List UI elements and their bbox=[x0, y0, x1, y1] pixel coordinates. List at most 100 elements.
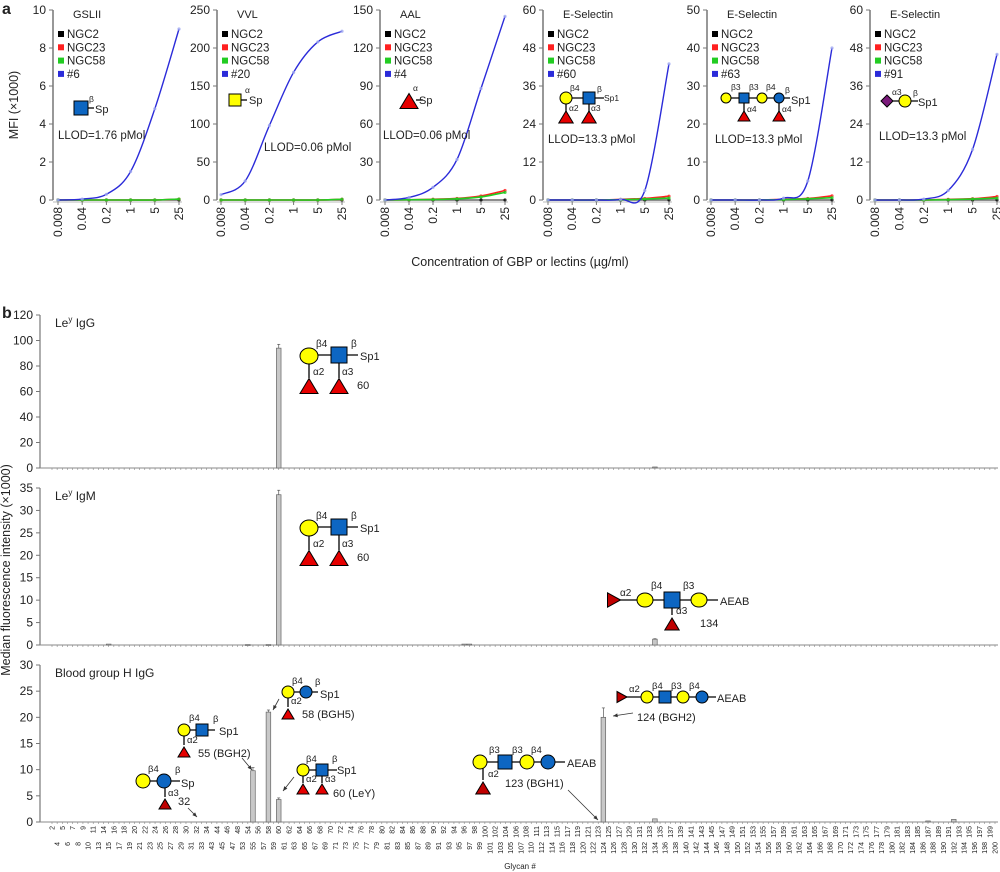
line-chart-5: 0 10 20 30 40 50 0.008 0.04 0.2 1 5 25 E-Selectin NGC… bbox=[687, 3, 839, 237]
data-point bbox=[733, 198, 737, 202]
x-tick-label: 105 bbox=[508, 842, 515, 854]
x-tick-label: 200 bbox=[993, 842, 1000, 854]
y-tick-label: 0 bbox=[203, 193, 210, 207]
y-tick-label: 5 bbox=[26, 616, 33, 630]
x-tick-label: 9 bbox=[80, 826, 87, 830]
x-tick-label: 79 bbox=[374, 842, 381, 850]
y-tick-label: 100 bbox=[190, 117, 210, 131]
llod-annotation: LLOD=1.76 pMol bbox=[58, 130, 145, 142]
y-tick-label: 100 bbox=[13, 334, 33, 348]
bar-chart-2: 0 5 10 15 20 25 30 35 Ley IgM bbox=[20, 481, 998, 652]
fucose-triangle-icon bbox=[399, 92, 419, 109]
y-tick-label: 50 bbox=[197, 155, 211, 169]
title-text: Blood group H IgG bbox=[55, 666, 154, 680]
title-superscript: y bbox=[68, 488, 72, 497]
legend-label: NGC23 bbox=[231, 42, 269, 54]
glycan-label: β4 bbox=[766, 82, 776, 92]
glycan-label: β3 bbox=[671, 681, 682, 692]
title-text: Le bbox=[55, 316, 69, 330]
data-point bbox=[340, 197, 344, 201]
llod-annotation: LLOD=13.3 pMol bbox=[548, 134, 635, 146]
y-tick-label: 2 bbox=[39, 155, 46, 169]
x-tick-label: 5 bbox=[311, 207, 325, 214]
y-tick-label: 120 bbox=[353, 41, 373, 55]
y-tick-label: 0 bbox=[39, 193, 46, 207]
x-tick-label: 119 bbox=[575, 826, 582, 837]
x-tick-label: 27 bbox=[168, 842, 175, 850]
legend-swatch bbox=[548, 44, 554, 51]
x-tick-label: 47 bbox=[230, 842, 237, 850]
glycan-label: β4 bbox=[148, 764, 159, 775]
legend-label: NGC58 bbox=[721, 56, 759, 68]
line-chart-4: 0 12 24 36 48 60 0.008 0.04 0.2 1 5 25 E-Selectin NGC… bbox=[523, 3, 676, 237]
glycan-label: α3 bbox=[591, 103, 601, 113]
x-tick-label: 5 bbox=[801, 207, 815, 214]
x-tick-label: 26 bbox=[163, 826, 170, 834]
x-tick-label: 111 bbox=[534, 826, 541, 837]
galactose-circle-icon bbox=[636, 592, 654, 608]
glycan-label: α3 bbox=[325, 774, 336, 785]
galactose-circle-icon bbox=[296, 763, 310, 777]
fucose-triangle-icon bbox=[329, 377, 349, 394]
arrow-head-icon bbox=[273, 705, 277, 710]
glycan-label: β bbox=[213, 714, 219, 725]
x-tick-label: 85 bbox=[405, 842, 412, 850]
x-tick-label: 190 bbox=[941, 842, 948, 854]
x-tick-label: 0.008 bbox=[378, 207, 392, 237]
data-point bbox=[971, 147, 975, 151]
glycan-label: β3 bbox=[683, 581, 695, 592]
glcnac-square-icon bbox=[582, 91, 596, 105]
chart-title: E-Selectin bbox=[727, 9, 777, 21]
x-tick-label: 103 bbox=[498, 842, 505, 854]
fucose-triangle-icon bbox=[296, 783, 310, 795]
x-tick-label: 132 bbox=[642, 842, 649, 854]
fucose-triangle-icon bbox=[158, 798, 172, 810]
data-point bbox=[340, 29, 344, 33]
legend-swatch bbox=[385, 31, 391, 37]
x-tick-label: 75 bbox=[354, 842, 361, 850]
glycan-label: AEAB bbox=[717, 693, 746, 705]
arrow-head-icon bbox=[613, 713, 618, 718]
y-tick-label: 150 bbox=[353, 3, 373, 17]
galactose-circle-icon bbox=[676, 690, 690, 704]
glycan-structure: βSp bbox=[73, 94, 108, 116]
y-tick-label: 30 bbox=[20, 658, 34, 672]
x-tick-label: 82 bbox=[390, 826, 397, 834]
glycan-label: α2 bbox=[620, 588, 632, 599]
x-tick-label: 0.2 bbox=[99, 207, 113, 224]
data-point bbox=[292, 198, 296, 202]
x-tick-label: 0.04 bbox=[892, 207, 906, 231]
llod-annotation: LLOD=0.06 pMol bbox=[264, 142, 351, 154]
glycan-label: β4 bbox=[651, 581, 663, 592]
glycan-label: β4 bbox=[689, 681, 700, 692]
x-tick-label: 129 bbox=[627, 826, 634, 838]
x-tick-label: 133 bbox=[647, 826, 654, 838]
bar-glycan-55 bbox=[250, 770, 256, 823]
legend-swatch bbox=[58, 70, 64, 77]
x-tick-label: 106 bbox=[513, 826, 520, 838]
x-tick-label: 162 bbox=[797, 842, 804, 854]
fucose-triangle-icon bbox=[772, 110, 786, 122]
glycan-label: α3 bbox=[168, 788, 179, 799]
legend-label: NGC58 bbox=[394, 56, 432, 68]
x-tick-label: 0.008 bbox=[51, 207, 65, 237]
x-tick-label: 155 bbox=[761, 826, 768, 838]
x-tick-label: 5 bbox=[60, 826, 67, 830]
glycan-label: β bbox=[89, 94, 94, 104]
x-tick-label: 62 bbox=[287, 826, 294, 834]
galactose-circle-icon bbox=[519, 754, 535, 770]
title-text: Le bbox=[55, 489, 69, 503]
x-tick-label: 122 bbox=[591, 842, 598, 854]
legend-label: NGC2 bbox=[721, 29, 753, 41]
x-tick-label: 197 bbox=[977, 826, 984, 838]
x-tick-label: 19 bbox=[127, 842, 134, 850]
arrow-head-icon bbox=[283, 786, 288, 791]
x-tick-label: 126 bbox=[611, 842, 618, 854]
x-tick-label: 5 bbox=[474, 207, 488, 214]
x-tick-label: 145 bbox=[709, 826, 716, 838]
x-axis-label: Concentration of GBP or lectins (µg/ml) bbox=[411, 255, 628, 269]
legend-swatch bbox=[222, 70, 228, 77]
fucose-triangle-icon bbox=[177, 746, 191, 758]
data-point bbox=[619, 197, 623, 201]
